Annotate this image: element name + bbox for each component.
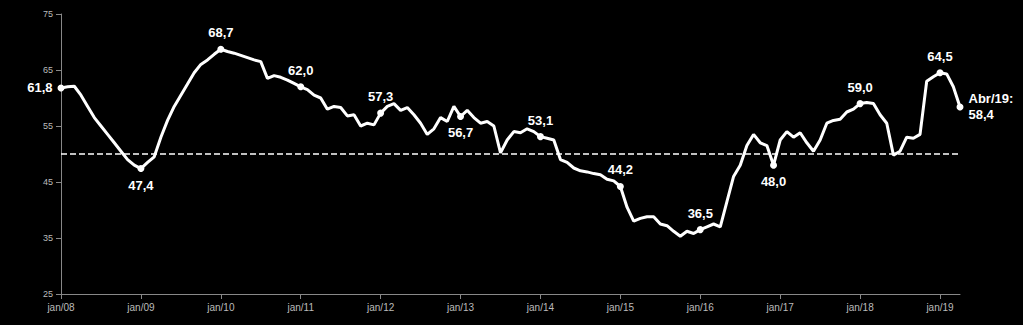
svg-text:62,0: 62,0 [288,63,313,78]
svg-text:jan/14: jan/14 [526,302,555,313]
svg-text:59,0: 59,0 [847,80,872,95]
svg-text:25: 25 [43,289,53,299]
svg-text:55: 55 [43,121,53,131]
svg-text:68,7: 68,7 [208,25,233,40]
svg-text:65: 65 [43,65,53,75]
svg-text:jan/17: jan/17 [766,302,795,313]
svg-text:jan/19: jan/19 [925,302,954,313]
svg-text:48,0: 48,0 [761,174,786,189]
svg-text:jan/15: jan/15 [606,302,635,313]
svg-text:36,5: 36,5 [688,206,713,221]
svg-text:53,1: 53,1 [528,113,553,128]
svg-text:56,7: 56,7 [448,125,473,140]
svg-text:jan/16: jan/16 [686,302,715,313]
svg-text:57,3: 57,3 [368,89,393,104]
svg-text:jan/10: jan/10 [206,302,235,313]
svg-text:jan/13: jan/13 [446,302,475,313]
svg-text:Abr/19:: Abr/19: [969,91,1014,106]
svg-text:jan/08: jan/08 [46,302,75,313]
svg-text:jan/11: jan/11 [286,302,314,313]
svg-text:58,4: 58,4 [969,107,995,122]
svg-text:64,5: 64,5 [927,49,952,64]
svg-text:35: 35 [43,233,53,243]
svg-text:jan/18: jan/18 [845,302,874,313]
svg-text:jan/09: jan/09 [126,302,155,313]
svg-text:75: 75 [43,9,53,19]
svg-text:45: 45 [43,177,53,187]
svg-text:47,4: 47,4 [128,178,154,193]
svg-text:jan/12: jan/12 [366,302,395,313]
svg-text:61,8: 61,8 [27,80,52,95]
svg-text:44,2: 44,2 [608,162,633,177]
